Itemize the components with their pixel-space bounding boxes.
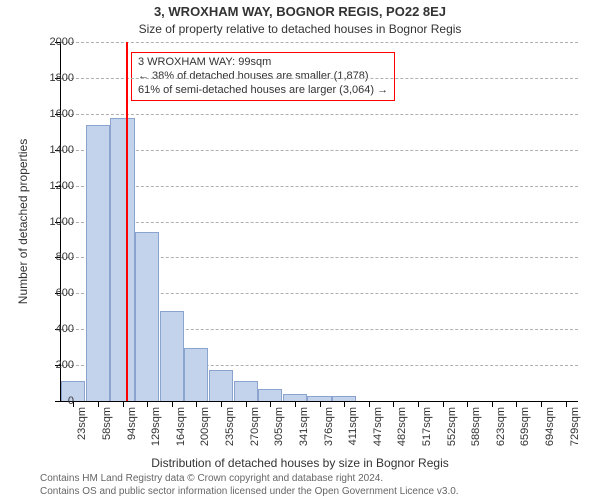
x-tick (566, 401, 567, 407)
y-tick-label: 1000 (34, 216, 74, 228)
y-tick-label: 1400 (34, 144, 74, 156)
x-tick-label: 694sqm (544, 407, 556, 457)
gridline (61, 222, 578, 223)
y-tick-label: 1200 (34, 180, 74, 192)
x-tick (196, 401, 197, 407)
x-tick-label: 588sqm (470, 407, 482, 457)
x-tick-label: 23sqm (76, 407, 88, 457)
x-tick-label: 376sqm (323, 407, 335, 457)
x-tick-label: 341sqm (298, 407, 310, 457)
gridline (61, 114, 578, 115)
callout-line-3: 61% of semi-detached houses are larger (… (138, 84, 388, 98)
callout-line-2: ← 38% of detached houses are smaller (1,… (138, 70, 388, 84)
x-tick-label: 129sqm (150, 407, 162, 457)
x-tick (492, 401, 493, 407)
x-tick-label: 729sqm (569, 407, 581, 457)
x-tick (172, 401, 173, 407)
y-tick-label: 200 (34, 359, 74, 371)
x-tick (221, 401, 222, 407)
chart-plot-area: 3 WROXHAM WAY: 99sqm ← 38% of detached h… (60, 42, 578, 402)
histogram-bar (135, 232, 159, 401)
gridline (61, 186, 578, 187)
x-tick (98, 401, 99, 407)
x-tick (147, 401, 148, 407)
histogram-bar (184, 348, 208, 401)
x-tick-label: 623sqm (495, 407, 507, 457)
y-tick-label: 2000 (34, 36, 74, 48)
y-tick-label: 800 (34, 251, 74, 263)
x-tick (369, 401, 370, 407)
x-tick-label: 200sqm (199, 407, 211, 457)
histogram-bar (283, 394, 307, 401)
x-tick-label: 659sqm (519, 407, 531, 457)
y-tick-label: 1800 (34, 72, 74, 84)
y-axis-label: Number of detached properties (16, 42, 30, 401)
x-tick (393, 401, 394, 407)
gridline (61, 42, 578, 43)
x-tick (443, 401, 444, 407)
attribution-text: Contains HM Land Registry data © Crown c… (40, 473, 459, 498)
callout-line-1: 3 WROXHAM WAY: 99sqm (138, 56, 388, 70)
x-tick (246, 401, 247, 407)
histogram-bar (258, 389, 282, 401)
x-tick-label: 94sqm (126, 407, 138, 457)
x-tick-label: 411sqm (347, 407, 359, 457)
x-tick-label: 58sqm (101, 407, 113, 457)
x-tick (418, 401, 419, 407)
histogram-bar (209, 370, 233, 401)
histogram-bar (110, 118, 134, 401)
histogram-bar (234, 381, 258, 401)
page-subtitle: Size of property relative to detached ho… (0, 22, 600, 36)
gridline (61, 150, 578, 151)
page-title: 3, WROXHAM WAY, BOGNOR REGIS, PO22 8EJ (0, 4, 600, 19)
x-tick (295, 401, 296, 407)
callout-box: 3 WROXHAM WAY: 99sqm ← 38% of detached h… (131, 52, 395, 101)
x-tick-label: 164sqm (175, 407, 187, 457)
x-tick (467, 401, 468, 407)
x-tick (270, 401, 271, 407)
x-tick (320, 401, 321, 407)
x-tick-label: 482sqm (396, 407, 408, 457)
x-tick (516, 401, 517, 407)
x-tick-label: 552sqm (446, 407, 458, 457)
y-tick-label: 400 (34, 323, 74, 335)
x-axis-label: Distribution of detached houses by size … (0, 456, 600, 470)
x-tick (123, 401, 124, 407)
y-tick-label: 600 (34, 287, 74, 299)
histogram-bar (160, 311, 184, 401)
x-tick-label: 517sqm (421, 407, 433, 457)
x-tick-label: 235sqm (224, 407, 236, 457)
x-tick-label: 305sqm (273, 407, 285, 457)
attribution-line-2: Contains OS and public sector informatio… (40, 486, 459, 499)
gridline (61, 78, 578, 79)
attribution-line-1: Contains HM Land Registry data © Crown c… (40, 473, 459, 486)
histogram-bar (86, 125, 110, 401)
x-tick (344, 401, 345, 407)
y-tick-label: 0 (34, 395, 74, 407)
y-tick-label: 1600 (34, 108, 74, 120)
x-tick-label: 447sqm (372, 407, 384, 457)
x-tick (541, 401, 542, 407)
marker-line (126, 42, 128, 401)
x-tick-label: 270sqm (249, 407, 261, 457)
